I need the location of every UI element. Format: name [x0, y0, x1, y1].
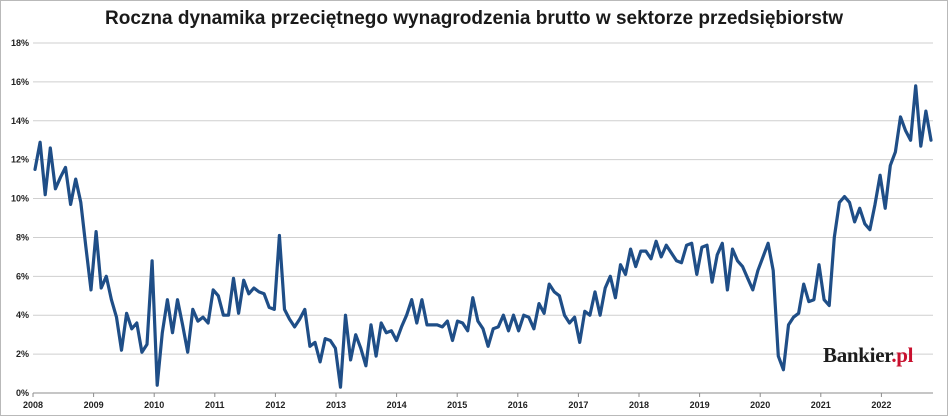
y-tick-label: 18%: [11, 38, 29, 48]
x-tick-label: 2022: [871, 400, 891, 410]
grid-lines: [33, 42, 933, 394]
series-group: [33, 84, 933, 389]
x-tick-label: 2010: [144, 400, 164, 410]
x-tick-label: 2019: [690, 400, 710, 410]
y-tick-label: 2%: [16, 349, 29, 359]
x-tick-label: 2021: [811, 400, 831, 410]
y-tick-label: 12%: [11, 155, 29, 165]
x-axis-ticks: 2008 2009 2010 2011 2012 2013 2014 2015 2016 2017…: [23, 393, 891, 410]
chart-title: Roczna dynamika przeciętnego wynagrodzen…: [105, 8, 843, 29]
x-tick-label: 2013: [326, 400, 346, 410]
logo-text: Bankier: [823, 343, 892, 367]
y-tick-label: 16%: [11, 77, 29, 87]
y-tick-label: 14%: [11, 116, 29, 126]
x-tick-label: 2012: [265, 400, 285, 410]
bankier-logo: Bankier.pl: [823, 343, 914, 368]
series-line: [33, 84, 933, 389]
x-tick-label: 2014: [387, 400, 407, 410]
x-tick-label: 2015: [447, 400, 467, 410]
x-tick-label: 2020: [750, 400, 770, 410]
y-axis-ticks: 0% 2% 4% 6% 8% 10% 12% 14% 16% 18%: [11, 38, 29, 398]
x-tick-label: 2018: [629, 400, 649, 410]
y-tick-label: 6%: [16, 271, 29, 281]
y-tick-label: 0%: [16, 388, 29, 398]
logo-suffix: .pl: [891, 343, 914, 367]
x-tick-label: 2011: [205, 400, 225, 410]
x-tick-label: 2008: [23, 400, 43, 410]
y-tick-label: 4%: [16, 310, 29, 320]
x-tick-label: 2016: [508, 400, 528, 410]
y-tick-label: 10%: [11, 194, 29, 204]
x-tick-label: 2017: [568, 400, 588, 410]
x-tick-label: 2009: [84, 400, 104, 410]
y-tick-label: 8%: [16, 232, 29, 242]
